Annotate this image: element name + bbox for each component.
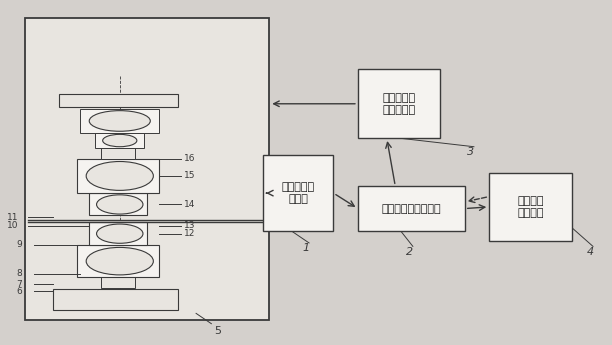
Text: 4: 4 xyxy=(586,247,594,257)
Text: 7: 7 xyxy=(16,280,22,289)
Bar xyxy=(102,277,135,288)
Text: 10: 10 xyxy=(7,221,18,230)
Ellipse shape xyxy=(89,111,151,131)
Ellipse shape xyxy=(97,224,143,243)
Ellipse shape xyxy=(86,247,154,275)
Text: 11: 11 xyxy=(7,213,18,222)
Bar xyxy=(358,69,441,138)
Bar xyxy=(358,186,465,231)
Bar xyxy=(77,245,160,277)
Text: 6: 6 xyxy=(16,287,22,296)
Text: 13: 13 xyxy=(184,221,196,230)
Text: 14: 14 xyxy=(184,200,196,209)
Bar xyxy=(80,109,160,133)
Bar xyxy=(25,18,269,320)
Bar xyxy=(77,159,160,193)
Bar xyxy=(263,155,334,231)
Bar xyxy=(89,193,147,215)
Ellipse shape xyxy=(103,134,137,147)
Text: 5: 5 xyxy=(214,326,221,336)
Bar xyxy=(53,289,177,310)
Text: 8: 8 xyxy=(16,269,22,278)
Text: 3: 3 xyxy=(468,147,474,157)
Bar xyxy=(59,94,177,107)
Text: 15: 15 xyxy=(184,171,196,180)
Text: 1: 1 xyxy=(302,243,310,253)
Bar xyxy=(102,148,135,159)
Bar xyxy=(489,172,572,241)
Text: 12: 12 xyxy=(184,229,196,238)
Text: 2: 2 xyxy=(406,247,413,257)
Text: 轧机振动抑
制执行单元: 轧机振动抑 制执行单元 xyxy=(382,93,416,115)
Ellipse shape xyxy=(97,195,143,214)
Text: 计算机诊断控制单元: 计算机诊断控制单元 xyxy=(381,204,441,214)
Text: 16: 16 xyxy=(184,154,196,163)
Bar xyxy=(89,222,147,245)
Text: 轧机信号采
集单元: 轧机信号采 集单元 xyxy=(282,182,315,204)
Text: 9: 9 xyxy=(16,240,22,249)
Bar xyxy=(95,133,144,148)
Text: 高线模型
调整单元: 高线模型 调整单元 xyxy=(517,196,543,218)
Ellipse shape xyxy=(86,161,154,190)
